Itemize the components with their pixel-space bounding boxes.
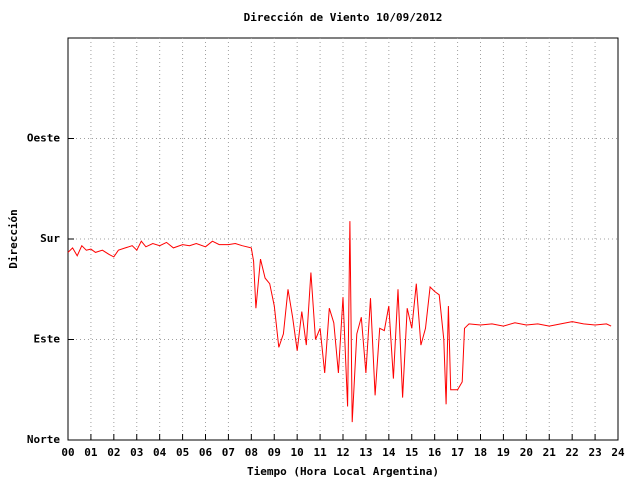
x-tick-label: 04 — [153, 446, 167, 459]
x-tick-label: 07 — [222, 446, 235, 459]
x-tick-label: 16 — [428, 446, 442, 459]
chart-title: Dirección de Viento 10/09/2012 — [244, 11, 443, 24]
x-tick-label: 09 — [268, 446, 281, 459]
x-tick-label: 15 — [405, 446, 418, 459]
x-tick-label: 10 — [291, 446, 304, 459]
y-tick-label: Norte — [27, 433, 60, 446]
x-tick-label: 03 — [130, 446, 143, 459]
x-tick-label: 22 — [566, 446, 579, 459]
x-tick-label: 00 — [61, 446, 74, 459]
x-tick-label: 06 — [199, 446, 213, 459]
x-tick-label: 17 — [451, 446, 464, 459]
x-tick-label: 05 — [176, 446, 189, 459]
x-tick-label: 11 — [313, 446, 327, 459]
y-axis-label: Dirección — [7, 209, 20, 269]
x-tick-label: 18 — [474, 446, 487, 459]
data-line — [67, 221, 612, 423]
x-tick-label: 20 — [520, 446, 533, 459]
x-tick-label: 08 — [245, 446, 258, 459]
x-tick-label: 02 — [107, 446, 120, 459]
x-tick-label: 01 — [84, 446, 98, 459]
y-tick-label: Oeste — [27, 132, 60, 145]
x-tick-label: 23 — [588, 446, 601, 459]
x-axis-label: Tiempo (Hora Local Argentina) — [247, 465, 439, 478]
x-tick-label: 13 — [359, 446, 372, 459]
x-tick-label: 12 — [336, 446, 349, 459]
x-tick-label: 24 — [611, 446, 625, 459]
y-tick-label: Este — [34, 333, 61, 346]
y-tick-label: Sur — [40, 232, 60, 245]
x-tick-label: 19 — [497, 446, 510, 459]
x-tick-label: 14 — [382, 446, 396, 459]
x-tick-label: 21 — [543, 446, 557, 459]
